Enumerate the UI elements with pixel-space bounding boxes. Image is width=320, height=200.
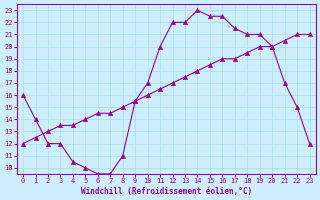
X-axis label: Windchill (Refroidissement éolien,°C): Windchill (Refroidissement éolien,°C): [81, 187, 252, 196]
